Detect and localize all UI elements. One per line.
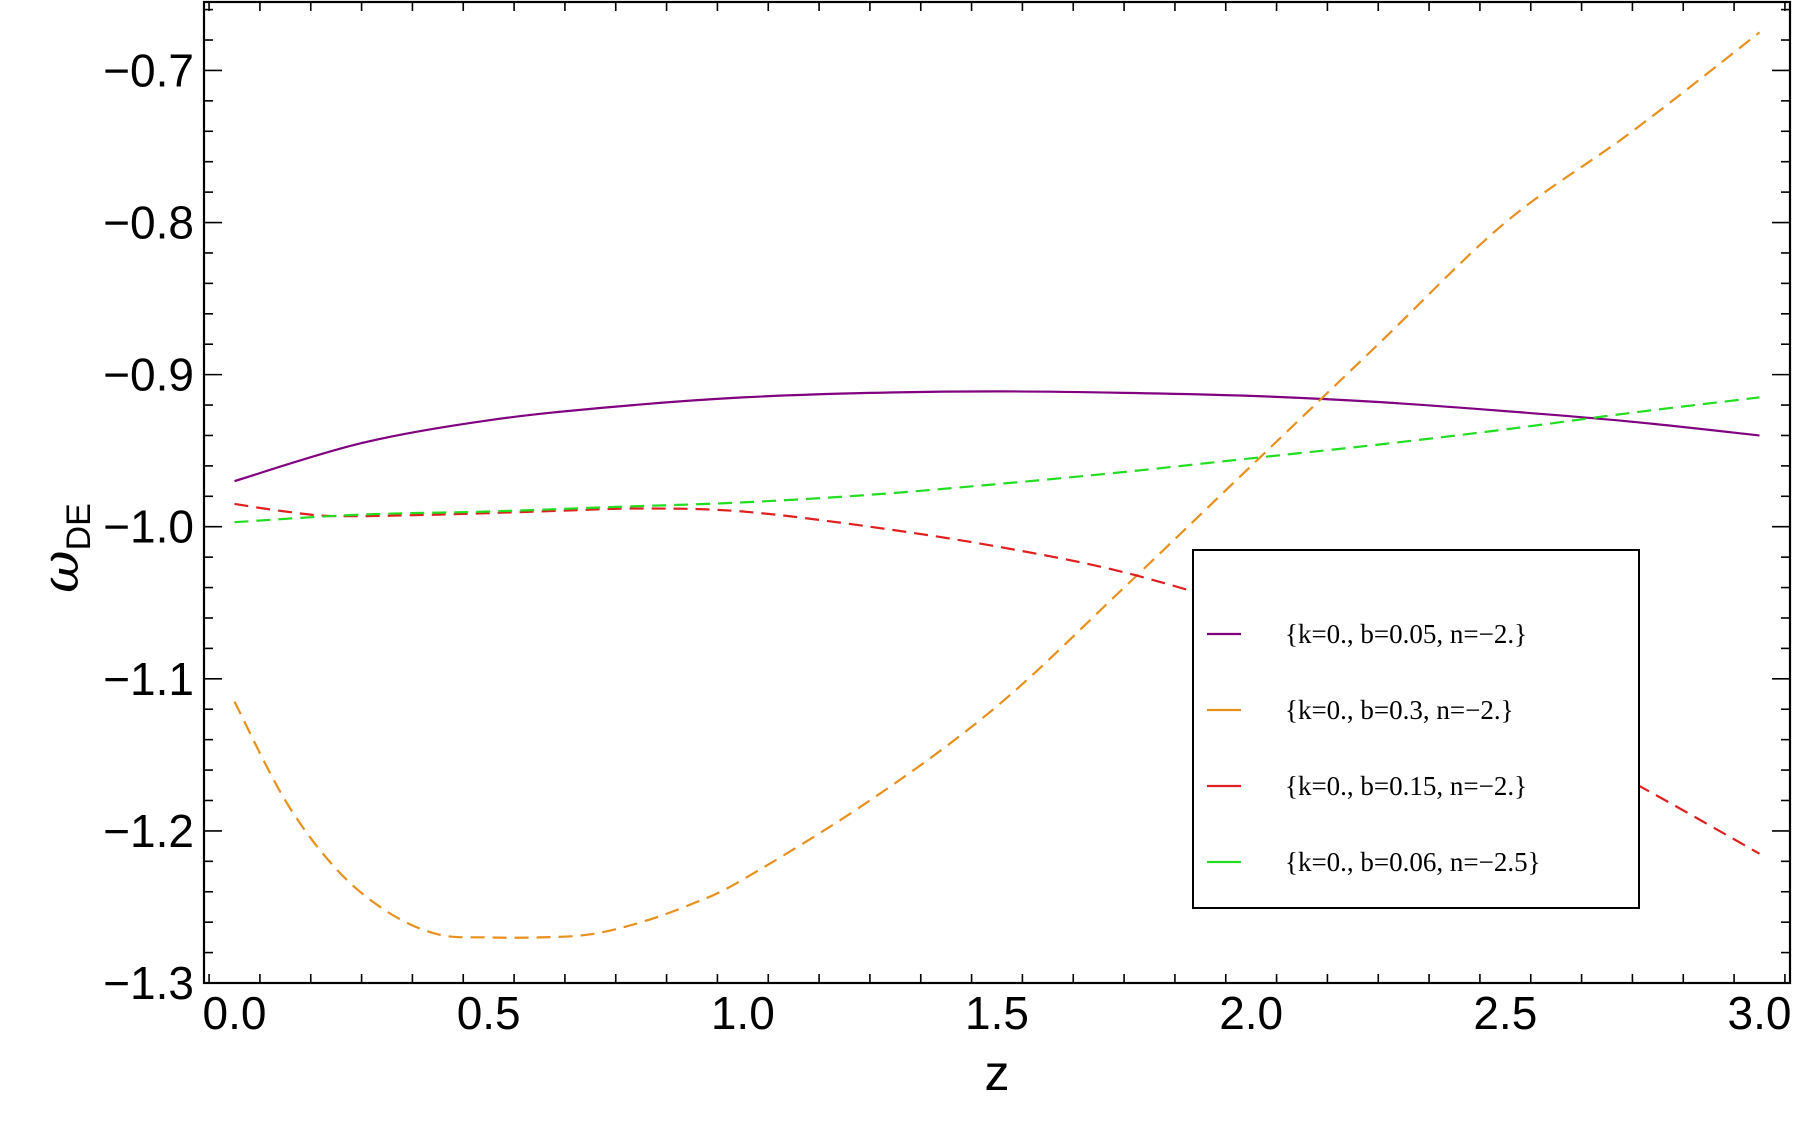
y-axis-title-subscript: DE	[60, 503, 98, 550]
legend-label-1: {k=0., b=0.05, n=−2.}	[1285, 619, 1527, 649]
series-line-4	[234, 396, 1760, 524]
y-tick-label: −1.0	[103, 501, 194, 553]
legend-label-3: {k=0., b=0.15, n=−2.}	[1285, 771, 1527, 801]
tick-layer	[204, 2, 1790, 984]
legend-label-4: {k=0., b=0.06, n=−2.5}	[1285, 847, 1541, 877]
y-tick-label: −1.2	[103, 805, 194, 857]
x-tick-label: 3.0	[1728, 987, 1792, 1039]
series-line-1	[234, 390, 1760, 483]
y-tick-label: −1.3	[103, 957, 194, 1009]
y-tick-label: −0.8	[103, 197, 194, 249]
y-tick-label: −0.7	[103, 44, 194, 96]
series-layer	[233, 31, 1761, 939]
x-tick-label: 1.5	[965, 987, 1029, 1039]
x-tick-label: 2.0	[1219, 987, 1283, 1039]
series-line-2	[233, 31, 1761, 939]
x-axis-title: z	[985, 1045, 1010, 1101]
plot-frame	[202, 0, 1792, 985]
y-tick-label: −0.9	[103, 349, 194, 401]
x-tick-label: 2.5	[1473, 987, 1537, 1039]
y-axis-title-symbol: ω	[31, 550, 91, 592]
legend-label-2: {k=0., b=0.3, n=−2.}	[1285, 695, 1514, 725]
x-tick-label: 1.0	[711, 987, 775, 1039]
legend: {k=0., b=0.05, n=−2.} {k=0., b=0.3, n=−2.…	[1192, 549, 1640, 909]
x-tick-label: 0.5	[457, 987, 521, 1039]
tick-label-layer: 0.0 0.5 1.0 1.5 2.0 2.5 3.0 −1.3 −1.2 −1.1 −1.0 −0.…	[103, 44, 1791, 1039]
y-axis-title: ωDE	[31, 503, 98, 593]
x-tick-label: 0.0	[203, 987, 267, 1039]
legend-box	[1192, 549, 1640, 909]
y-tick-label: −1.1	[103, 653, 194, 705]
